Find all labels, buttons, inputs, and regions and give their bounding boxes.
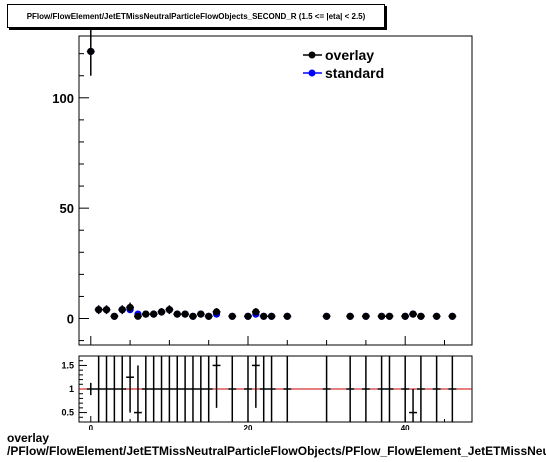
main-plot-axes: 0 50 100: [52, 53, 445, 345]
overlay-point: [283, 312, 291, 320]
overlay-point: [110, 312, 118, 320]
legend: overlay standard: [303, 47, 384, 81]
overlay-point: [95, 306, 103, 314]
overlay-point: [181, 310, 189, 318]
ratio-x-tick-label: 0: [89, 424, 94, 430]
legend-standard-marker: [308, 69, 316, 77]
overlay-point: [134, 312, 142, 320]
overlay-point: [102, 306, 111, 314]
legend-overlay-label: overlay: [325, 47, 374, 63]
overlay-point: [157, 308, 166, 316]
main-plot-frame: [78, 35, 473, 346]
overlay-point: [409, 310, 417, 318]
overlay-point: [142, 310, 150, 318]
overlay-point: [252, 308, 260, 316]
overlay-point: [228, 312, 236, 320]
ratio-x-tick-label: 40: [401, 424, 410, 430]
main-plot-marks: [86, 27, 457, 320]
overlay-point: [126, 303, 134, 312]
ratio-plot-marks: [79, 356, 472, 422]
overlay-point: [150, 310, 158, 318]
overlay-point: [385, 312, 394, 320]
overlay-point: [267, 312, 276, 320]
ratio-y-tick-label: 0.5: [61, 408, 74, 418]
footer-line-2: /PFlow/FlowElement/JetETMissNeutralParti…: [7, 444, 546, 458]
y-tick-label: 50: [60, 201, 74, 216]
overlay-point: [87, 47, 95, 56]
chart-title: PFlow/FlowElement/JetETMissNeutralPartic…: [7, 4, 385, 28]
overlay-point: [197, 310, 205, 318]
overlay-point: [362, 312, 370, 320]
main-plot-border: [78, 35, 473, 346]
overlay-point: [212, 308, 221, 316]
overlay-point: [322, 312, 331, 320]
overlay-point: [205, 312, 213, 320]
ratio-x-tick-label: 20: [244, 424, 253, 430]
overlay-point: [346, 312, 354, 320]
ratio-plot-axes: 0.5 1 1.5 0 20 40: [61, 360, 445, 430]
overlay-point: [260, 312, 268, 320]
legend-standard-label: standard: [325, 65, 384, 81]
legend-overlay-marker: [308, 51, 316, 59]
overlay-point: [433, 312, 441, 320]
ratio-y-tick-label: 1.5: [61, 360, 74, 370]
y-tick-label: 100: [52, 91, 74, 106]
footer-path: overlay /PFlow/FlowElement/JetETMissNeut…: [7, 432, 546, 458]
overlay-point: [244, 312, 252, 320]
y-tick-label: 0: [67, 312, 74, 327]
overlay-point: [173, 310, 181, 318]
overlay-point: [118, 306, 126, 314]
overlay-point: [401, 312, 409, 320]
overlay-point: [189, 312, 197, 320]
footer-line-1: overlay: [7, 432, 50, 445]
overlay-point: [378, 312, 386, 320]
overlay-point: [417, 312, 425, 320]
ratio-y-tick-label: 1: [69, 384, 74, 394]
overlay-point: [448, 312, 456, 320]
plot-canvas: 0 50 100 overlay standard 0.5 1 1.5 0 20 40: [52, 27, 473, 430]
overlay-point: [165, 306, 173, 314]
